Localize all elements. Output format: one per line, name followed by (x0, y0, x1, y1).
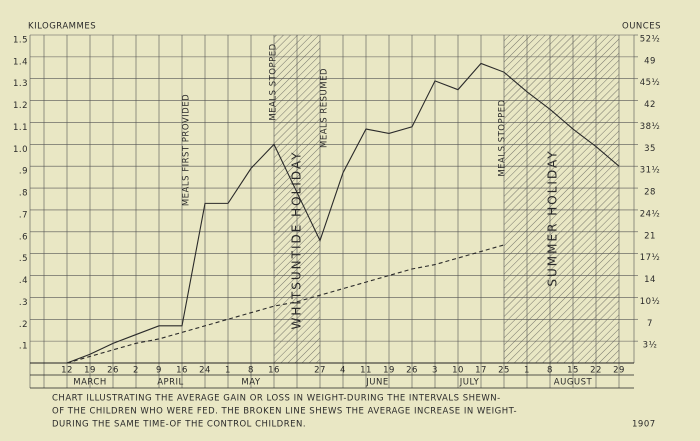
y-tick-label: 1.0 (13, 145, 28, 155)
y2-tick-label: 21 (644, 231, 656, 241)
y2-tick-label: 42 (644, 100, 656, 110)
y-tick-label: .9 (19, 167, 28, 177)
y-tick-label: .2 (19, 320, 28, 330)
y-axis-label: KILOGRAMMES (28, 22, 96, 32)
y2-tick-label: 28 (644, 188, 656, 198)
x-tick-label: 9 (156, 366, 162, 376)
y2-tick-label: 52½ (640, 35, 661, 45)
y-tick-label: .4 (19, 276, 28, 286)
x-tick-label: 26 (107, 366, 119, 376)
y2-tick-label: 49 (644, 56, 656, 66)
y2-tick-label: 3½ (643, 341, 658, 351)
x-tick-label: 8 (547, 366, 553, 376)
x-tick-label: 11 (360, 366, 372, 376)
data-line (66, 62, 620, 364)
x-tick-label: 24 (199, 366, 211, 376)
holiday-region (504, 35, 619, 363)
y2-tick-label: 35 (644, 144, 656, 154)
x-tick-label: 15 (567, 366, 579, 376)
x-tick-label: 26 (406, 366, 418, 376)
y2-tick-label: 14 (644, 275, 656, 285)
x-tick-label: 2 (133, 366, 139, 376)
x-tick-label: 29 (613, 366, 625, 376)
y2-tick-label: 7 (647, 319, 653, 329)
month-label: JUNE (365, 378, 388, 388)
year: 1907 (632, 420, 656, 430)
x-tick-label: 16 (268, 366, 280, 376)
y2-tick-label: 17½ (640, 253, 661, 263)
x-tick-label: 16 (176, 366, 188, 376)
y-tick-label: .8 (19, 189, 28, 199)
annotation: MEALS STOPPED (269, 43, 279, 120)
y2-axis-label: OUNCES (622, 22, 661, 32)
x-tick-label: 17 (475, 366, 487, 376)
caption-line: OF THE CHILDREN WHO WERE FED. THE BROKEN… (52, 407, 517, 417)
data-line (66, 244, 505, 364)
y2-tick-label: 10½ (640, 297, 661, 307)
x-tick-label: 22 (590, 366, 602, 376)
region-label: SUMMER HOLIDAY (546, 149, 560, 286)
y-tick-label: 1.2 (13, 101, 28, 111)
x-tick-label: 12 (61, 366, 73, 376)
y-tick-label: .6 (19, 232, 28, 242)
x-tick-label: 19 (383, 366, 395, 376)
region-label: WHITSUNTIDE HOLIDAY (290, 151, 304, 330)
x-tick-label: 10 (452, 366, 464, 376)
y2-tick-label: 31½ (640, 166, 661, 176)
y-tick-label: 1.5 (13, 36, 28, 46)
y-tick-label: .1 (19, 342, 28, 352)
x-tick-label: 8 (248, 366, 254, 376)
x-tick-label: 19 (84, 366, 96, 376)
caption-line: DURING THE SAME TIME-OF THE CONTROL CHIL… (52, 420, 306, 430)
caption-line: CHART ILLUSTRATING THE AVERAGE GAIN OR L… (52, 394, 501, 404)
x-tick-label: 1 (524, 366, 530, 376)
month-label: APRIL (157, 378, 184, 388)
annotation: MEALS FIRST PROVIDED (182, 94, 192, 206)
y2-tick-label: 45½ (640, 78, 661, 88)
x-tick-label: 4 (340, 366, 346, 376)
month-label: MAY (241, 378, 260, 388)
month-label: JULY (459, 378, 480, 388)
y-tick-label: .5 (19, 254, 28, 264)
month-label: AUGUST (554, 378, 593, 388)
y-tick-label: .7 (19, 210, 28, 220)
x-tick-label: 25 (498, 366, 510, 376)
y-tick-label: 1.1 (13, 123, 28, 133)
y-tick-label: 1.4 (13, 57, 28, 67)
y2-tick-label: 38½ (640, 122, 661, 132)
month-label: MARCH (73, 378, 106, 388)
annotation: MEALS RESUMED (320, 68, 330, 148)
y-tick-label: 1.3 (13, 79, 28, 89)
x-tick-label: 1 (225, 366, 231, 376)
x-tick-label: 3 (432, 366, 438, 376)
x-tick-label: 27 (314, 366, 326, 376)
annotation: MEALS STOPPED (498, 99, 508, 176)
y-tick-label: .3 (19, 298, 28, 308)
y2-tick-label: 24½ (640, 209, 661, 219)
